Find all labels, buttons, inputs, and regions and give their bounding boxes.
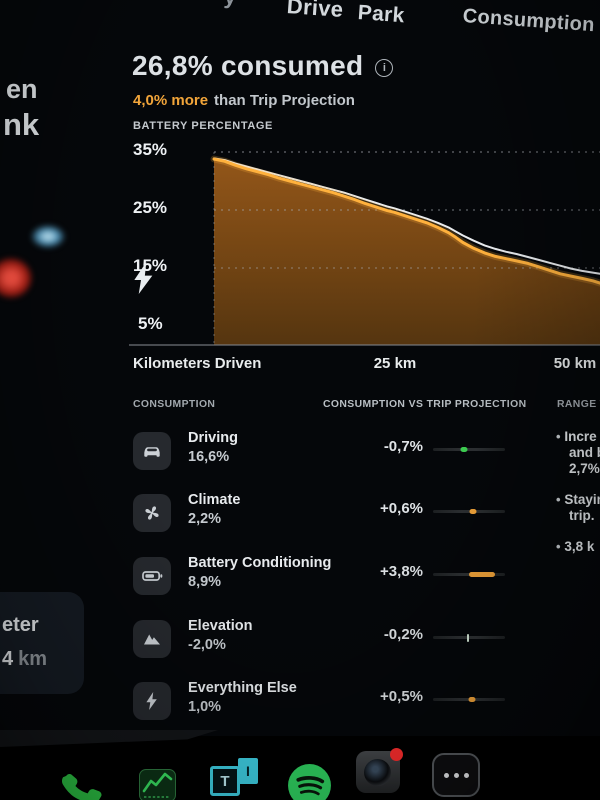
bolt-icon	[133, 682, 171, 720]
row-name: Battery Conditioning	[188, 555, 332, 571]
left-text-fragment-1: en	[6, 74, 38, 104]
delta-highlight: 4,0% more	[133, 92, 209, 109]
range-tips-list: • Incre and b 2,7% • Stayin trip. • 3,8 …	[556, 429, 600, 554]
row-value: -2,0%	[188, 637, 226, 653]
trip-meter-card[interactable]: eter 4 km	[0, 592, 84, 694]
row-name: Climate	[188, 492, 241, 508]
fan-icon	[133, 494, 171, 532]
row-delta: -0,2%	[383, 626, 423, 643]
page-title: 26,8% consumed	[132, 50, 364, 81]
delta-marker	[466, 633, 469, 642]
row-delta: +0,5%	[380, 688, 423, 705]
row-name: Driving	[188, 430, 238, 446]
row-value: 1,0%	[188, 699, 222, 715]
consumption-row-climate: Climate 2,2% +0,6%	[133, 492, 600, 534]
trip-distance-unit: km	[18, 648, 48, 670]
teams-t-block: T	[210, 766, 240, 796]
delta-track	[433, 447, 505, 452]
delta-rest: than Trip Projection	[214, 92, 355, 109]
row-value: 16,6%	[188, 449, 230, 465]
battery-area-fill	[214, 159, 600, 345]
row-name: Everything Else	[188, 680, 297, 696]
teams-i-block: I	[238, 758, 258, 784]
delta-track	[433, 633, 505, 642]
battery-chart	[210, 151, 600, 345]
tip3-line1: 3,8 k	[564, 539, 595, 554]
battery-icon	[133, 557, 171, 595]
tip2-line2: trip.	[569, 508, 595, 523]
tab-park[interactable]: Park	[357, 1, 406, 28]
row-delta: +3,8%	[380, 563, 423, 580]
camera-lens	[364, 759, 391, 786]
tab-fragment[interactable]: y	[223, 0, 237, 10]
range-tips-header: RANGE TI	[557, 399, 600, 410]
stocks-icon[interactable]	[139, 769, 176, 800]
row-value: 2,2%	[188, 511, 222, 527]
charge-port-glow	[0, 258, 32, 298]
consumption-row-everything-else: Everything Else 1,0% +0,5%	[133, 680, 600, 722]
bullet-icon: •	[556, 429, 561, 444]
row-delta: +0,6%	[380, 500, 423, 517]
battery-percentage-label: BATTERY PERCENTAGE	[133, 120, 273, 132]
x-axis-label: Kilometers Driven	[133, 355, 262, 372]
headlight-glow-right	[144, 230, 170, 248]
notification-badge	[390, 748, 403, 761]
tip1-line2: and b	[569, 445, 600, 460]
delta-track	[433, 697, 505, 702]
xtick-25km: 25 km	[373, 355, 417, 372]
tip2-line1: Stayin	[564, 492, 600, 507]
more-apps-icon[interactable]	[432, 753, 480, 797]
x-axis-line	[129, 344, 600, 346]
left-text-fragment-2: nk	[3, 107, 40, 142]
car-icon	[133, 432, 171, 470]
phone-icon[interactable]	[56, 768, 104, 800]
bullet-icon: •	[556, 492, 561, 507]
delta-marker	[460, 447, 468, 452]
vs-projection-header: CONSUMPTION VS TRIP PROJECTION	[323, 399, 527, 410]
bullet-icon: •	[556, 539, 561, 554]
consumption-row-battery-conditioning: Battery Conditioning 8,9% +3,8%	[133, 555, 600, 597]
trip-card-title-fragment: eter	[2, 614, 39, 636]
headlight-glow-left	[31, 225, 65, 248]
tab-consumption[interactable]: Consumption	[462, 5, 596, 37]
delta-track	[433, 509, 505, 514]
mountain-icon	[133, 620, 171, 658]
delta-marker	[469, 509, 477, 514]
consumption-row-driving: Driving 16,6% -0,7%	[133, 430, 600, 472]
teams-icon[interactable]: T I	[210, 756, 262, 796]
trip-projection-delta: 4,0% more than Trip Projection	[133, 92, 355, 109]
spotify-icon[interactable]	[287, 763, 332, 800]
camera-icon[interactable]	[356, 748, 403, 793]
tab-drive[interactable]: Drive	[286, 0, 345, 22]
delta-marker	[468, 697, 476, 702]
consumption-row-elevation: Elevation -2,0% -0,2%	[133, 618, 600, 660]
tip1-line3: 2,7%	[569, 461, 600, 476]
trip-card-distance: 4 km	[2, 648, 47, 671]
row-value: 8,9%	[188, 574, 222, 590]
row-delta: -0,7%	[383, 438, 423, 455]
info-icon[interactable]: i	[375, 59, 394, 77]
trip-distance-value: 4	[2, 648, 14, 670]
row-name: Elevation	[188, 618, 253, 634]
tip1-line1: Incre	[564, 429, 597, 444]
xtick-50km: 50 km	[553, 355, 597, 372]
charging-bolt-icon	[134, 262, 153, 294]
consumption-header: CONSUMPTION	[133, 399, 216, 410]
delta-marker	[469, 572, 495, 577]
delta-track	[433, 572, 505, 577]
